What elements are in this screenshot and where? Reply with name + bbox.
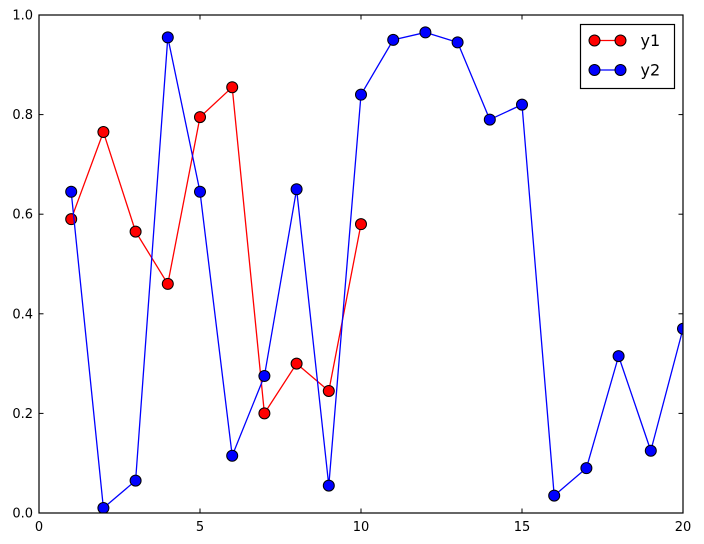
series-y1-marker bbox=[65, 213, 78, 226]
series-y2-marker bbox=[194, 185, 206, 198]
series-y2-marker bbox=[516, 98, 528, 111]
y-tick-label: 0.8 bbox=[12, 108, 33, 123]
series-y2-line bbox=[70, 31, 683, 509]
series-y2 bbox=[65, 26, 683, 513]
y-tick-label: 0.0 bbox=[12, 507, 33, 522]
series-y2-marker bbox=[161, 31, 174, 44]
series-y1-line bbox=[70, 86, 362, 415]
series-y2-marker bbox=[580, 462, 593, 475]
y-tick-label: 0.6 bbox=[12, 208, 33, 223]
series-y2-marker bbox=[97, 502, 110, 513]
legend-label: y1 bbox=[641, 31, 661, 50]
series-y1-marker bbox=[129, 225, 142, 238]
legend-box bbox=[579, 23, 676, 90]
legend: y1 y2 bbox=[579, 23, 676, 90]
legend-entry-y1: y1 bbox=[588, 31, 661, 50]
series-y2-marker bbox=[451, 36, 464, 49]
series-y2-marker bbox=[419, 26, 432, 39]
series-y2-marker bbox=[387, 33, 400, 46]
series-y2-marker bbox=[129, 474, 142, 487]
y-tick-label: 1.0 bbox=[12, 9, 33, 24]
legend-sample-marker bbox=[588, 64, 601, 76]
series-y1-marker bbox=[226, 81, 239, 94]
series-y1-marker bbox=[258, 407, 271, 420]
x-tick-label: 15 bbox=[514, 520, 531, 535]
series-y1-marker bbox=[194, 111, 206, 124]
series-y1-marker bbox=[322, 384, 335, 397]
series-y2-marker bbox=[612, 350, 625, 363]
legend-entry-y2: y2 bbox=[588, 61, 661, 80]
legend-sample-marker bbox=[614, 34, 627, 47]
series-y2-marker bbox=[258, 370, 271, 383]
series-y2-marker bbox=[548, 489, 561, 502]
series-y1-marker bbox=[290, 357, 303, 370]
x-tick-label: 20 bbox=[675, 520, 692, 535]
series-y2-marker bbox=[322, 479, 335, 492]
series-y2-marker bbox=[226, 449, 239, 462]
series-y2-marker bbox=[355, 88, 367, 101]
y-tick-label: 0.2 bbox=[12, 407, 33, 422]
x-tick-label: 10 bbox=[353, 520, 370, 535]
legend-sample-marker bbox=[614, 64, 627, 76]
plot-series-group bbox=[65, 26, 683, 513]
series-y1-marker bbox=[97, 126, 110, 139]
x-tick-label: 0 bbox=[35, 520, 43, 535]
y-tick-label: 0.4 bbox=[12, 307, 33, 322]
series-y2-marker bbox=[677, 322, 683, 335]
x-tick-label: 5 bbox=[196, 520, 204, 535]
series-y2-marker bbox=[644, 444, 657, 457]
series-y1 bbox=[65, 81, 367, 420]
series-y2-marker bbox=[65, 185, 78, 198]
series-y1-marker bbox=[355, 218, 367, 231]
series-y1-marker bbox=[161, 277, 174, 290]
plot-frame bbox=[38, 14, 684, 514]
series-y2-marker bbox=[483, 113, 496, 126]
legend-sample-marker bbox=[588, 34, 601, 47]
series-y2-marker bbox=[290, 183, 303, 196]
legend-label: y2 bbox=[641, 61, 661, 80]
